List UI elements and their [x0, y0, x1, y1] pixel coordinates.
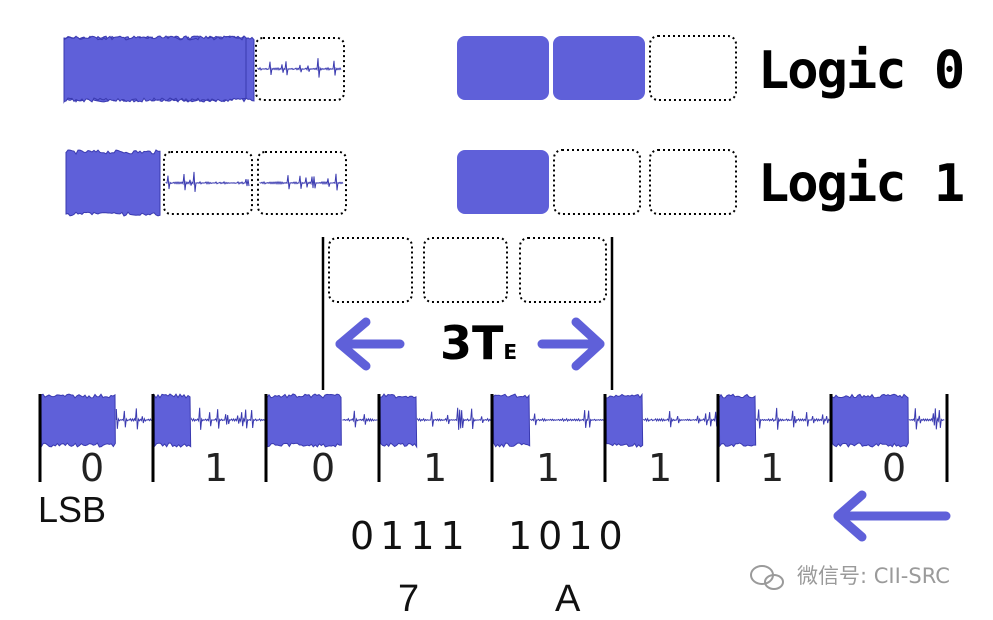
bit-noise — [417, 407, 492, 430]
bit-noise — [530, 410, 604, 428]
te-main: 3T — [440, 316, 504, 370]
legend-blocks — [457, 35, 737, 215]
hex-digit-low: A — [555, 578, 581, 620]
bit-pulse — [831, 393, 909, 448]
right-arrow-icon — [537, 317, 605, 371]
logic-1-label: Logic 1 — [758, 154, 965, 214]
bit-pulse — [153, 393, 192, 448]
te-bracket — [321, 237, 614, 390]
bit-sequence-waveform — [38, 392, 949, 482]
bit-6: 1 — [760, 446, 785, 490]
bit-pulse — [40, 393, 116, 449]
bit-2: 0 — [311, 446, 336, 490]
legend-pulse — [65, 149, 161, 217]
legend-block-filled — [553, 36, 645, 100]
nibble-high: 0111 — [350, 514, 471, 558]
bit-pulse — [718, 393, 757, 448]
bit-5: 1 — [648, 446, 673, 490]
bit-1: 1 — [204, 446, 229, 490]
bit-0: 0 — [80, 446, 105, 490]
legend-noise — [257, 58, 342, 78]
te-slot — [423, 237, 508, 303]
logic-0-label: Logic 0 — [758, 41, 965, 101]
te-slot — [519, 237, 607, 303]
direction-arrow-icon — [833, 490, 951, 542]
legend-pulse-long — [63, 35, 247, 103]
nibble-low: 1010 — [508, 514, 629, 558]
hex-digit-high: 7 — [398, 578, 420, 620]
bit-noise — [115, 408, 152, 430]
bit-noise — [756, 407, 831, 430]
bit-3: 1 — [423, 446, 448, 490]
legend-block-filled — [457, 36, 549, 100]
bit-4: 1 — [536, 446, 561, 490]
lsb-label: LSB — [38, 489, 107, 530]
legend-block-filled — [457, 150, 549, 214]
legend-block-empty — [649, 149, 737, 215]
bit-noise — [191, 407, 265, 430]
bit-pulse — [492, 393, 531, 448]
watermark: 微信号: CII-SRC — [797, 564, 950, 588]
bit-noise — [643, 410, 718, 428]
bit-pulse — [605, 392, 644, 448]
legend-waveforms — [63, 35, 347, 217]
left-arrow-icon — [335, 317, 405, 371]
legend-empty-slot — [163, 151, 253, 215]
legend-empty-slot — [255, 37, 345, 101]
wechat-icon — [750, 565, 784, 590]
legend-empty-slot — [257, 151, 347, 215]
te-label: 3TE — [440, 320, 517, 366]
legend-noise — [165, 171, 250, 192]
bit-pulse — [379, 393, 418, 449]
te-subscript: E — [503, 340, 518, 364]
bit-noise — [342, 410, 378, 428]
bit-noise — [908, 408, 945, 430]
bit-7: 0 — [882, 446, 907, 490]
legend-block-empty — [553, 149, 641, 215]
legend-block-empty — [649, 35, 737, 101]
legend-noise — [259, 173, 344, 191]
te-slot — [328, 237, 413, 303]
bit-pulse — [266, 393, 342, 448]
